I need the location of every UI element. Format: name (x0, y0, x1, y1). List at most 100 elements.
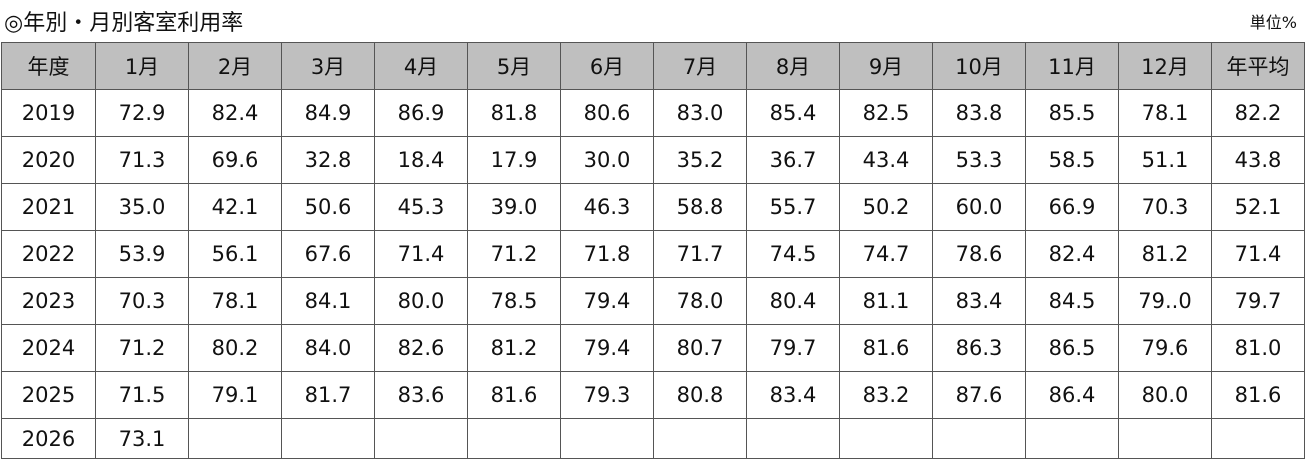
value-cell: 74.7 (839, 230, 933, 278)
value-cell: 81.8 (467, 89, 561, 137)
value-cell: 60.0 (932, 183, 1026, 231)
value-cell: 85.5 (1025, 89, 1119, 137)
value-cell: 69.6 (188, 136, 282, 184)
value-cell: 72.9 (95, 89, 189, 137)
header-cell: 10月 (932, 42, 1026, 90)
value-cell: 79.7 (746, 324, 840, 372)
value-cell: 82.2 (1211, 89, 1305, 137)
value-cell: 86.4 (1025, 371, 1119, 419)
value-cell: 79.4 (560, 324, 654, 372)
header-cell: 6月 (560, 42, 654, 90)
row: 2022 53.9 56.1 67.6 71.4 71.2 71.8 71.7 74.5 74.7… (1, 230, 1305, 278)
value-cell: 71.8 (560, 230, 654, 278)
row: 2023 70.3 78.1 84.1 80.0 78.5 79.4 78.0 80.4 81.1… (1, 277, 1305, 325)
value-cell: 78.6 (932, 230, 1026, 278)
unit: 単位% (1249, 13, 1297, 32)
year-cell: 2021 (1, 183, 96, 231)
value-cell: 80.6 (560, 89, 654, 137)
empty-cell (932, 418, 1026, 459)
value-cell: 53.9 (95, 230, 189, 278)
value-cell: 32.8 (281, 136, 375, 184)
value-cell: 35.0 (95, 183, 189, 231)
value-cell: 81.2 (467, 324, 561, 372)
table: 年度 1月 2月 3月 4月 5月 6月 7月 8月 9月 10月 11月 12月 年平均 2019 72.… (1, 42, 1305, 459)
row: 2026 73.1 (1, 418, 1305, 459)
value-cell: 51.1 (1118, 136, 1212, 184)
value-cell: 70.3 (1118, 183, 1212, 231)
value-cell: 79.1 (188, 371, 282, 419)
row: 2019 72.9 82.4 84.9 86.9 81.8 80.6 83.0 85.4 82.5… (1, 89, 1305, 137)
year-cell: 2023 (1, 277, 96, 325)
value-cell: 74.5 (746, 230, 840, 278)
value-cell: 39.0 (467, 183, 561, 231)
value-cell: 80.4 (746, 277, 840, 325)
value-cell: 86.3 (932, 324, 1026, 372)
value-cell: 70.3 (95, 277, 189, 325)
year-cell: 2019 (1, 89, 96, 137)
value-cell: 71.4 (1211, 230, 1305, 278)
value-cell: 71.2 (95, 324, 189, 372)
row: 2020 71.3 69.6 32.8 18.4 17.9 30.0 35.2 36.7 43.4… (1, 136, 1305, 184)
year-cell: 2022 (1, 230, 96, 278)
value-cell: 67.6 (281, 230, 375, 278)
header-cell: 4月 (374, 42, 468, 90)
value-cell: 55.7 (746, 183, 840, 231)
empty-cell (467, 418, 561, 459)
value-cell: 78.1 (188, 277, 282, 325)
value-cell: 82.4 (188, 89, 282, 137)
value-cell: 66.9 (1025, 183, 1119, 231)
header-cell: 8月 (746, 42, 840, 90)
header-cell: 年度 (1, 42, 96, 90)
value-cell: 78.5 (467, 277, 561, 325)
value-cell: 83.4 (932, 277, 1026, 325)
value-cell: 78.0 (653, 277, 747, 325)
value-cell: 81.6 (467, 371, 561, 419)
empty-cell (1025, 418, 1119, 459)
value-cell: 84.5 (1025, 277, 1119, 325)
value-cell: 17.9 (467, 136, 561, 184)
year-cell: 2020 (1, 136, 96, 184)
value-cell: 81.6 (1211, 371, 1305, 419)
value-cell: 46.3 (560, 183, 654, 231)
value-cell: 84.0 (281, 324, 375, 372)
value-cell: 83.8 (932, 89, 1026, 137)
value-cell: 81.7 (281, 371, 375, 419)
value-cell: 58.5 (1025, 136, 1119, 184)
value-cell: 43.8 (1211, 136, 1305, 184)
value-cell: 80.7 (653, 324, 747, 372)
value-cell: 81.1 (839, 277, 933, 325)
value-cell: 71.7 (653, 230, 747, 278)
year-cell: 2026 (1, 418, 96, 459)
value-cell: 35.2 (653, 136, 747, 184)
empty-cell (1211, 418, 1305, 459)
empty-cell (746, 418, 840, 459)
value-cell: 80.0 (374, 277, 468, 325)
value-cell: 73.1 (95, 418, 189, 459)
value-cell: 79.6 (1118, 324, 1212, 372)
empty-cell (653, 418, 747, 459)
value-cell: 80.2 (188, 324, 282, 372)
value-cell: 80.8 (653, 371, 747, 419)
value-cell: 56.1 (188, 230, 282, 278)
value-cell: 79..0 (1118, 277, 1212, 325)
value-cell: 79.3 (560, 371, 654, 419)
empty-cell (281, 418, 375, 459)
value-cell: 71.3 (95, 136, 189, 184)
value-cell: 80.0 (1118, 371, 1212, 419)
value-cell: 83.4 (746, 371, 840, 419)
value-cell: 42.1 (188, 183, 282, 231)
header-cell: 7月 (653, 42, 747, 90)
header-cell: 5月 (467, 42, 561, 90)
value-cell: 53.3 (932, 136, 1026, 184)
row: 2025 71.5 79.1 81.7 83.6 81.6 79.3 80.8 83.4 83.2… (1, 371, 1305, 419)
value-cell: 81.6 (839, 324, 933, 372)
empty-cell (1118, 418, 1212, 459)
empty-cell (839, 418, 933, 459)
value-cell: 83.2 (839, 371, 933, 419)
row: 2021 35.0 42.1 50.6 45.3 39.0 46.3 58.8 55.7 50.2… (1, 183, 1305, 231)
value-cell: 86.9 (374, 89, 468, 137)
value-cell: 45.3 (374, 183, 468, 231)
row: 2024 71.2 80.2 84.0 82.6 81.2 79.4 80.7 79.7 81.6… (1, 324, 1305, 372)
title: ◎年別・月別客室利用率 (4, 11, 244, 36)
